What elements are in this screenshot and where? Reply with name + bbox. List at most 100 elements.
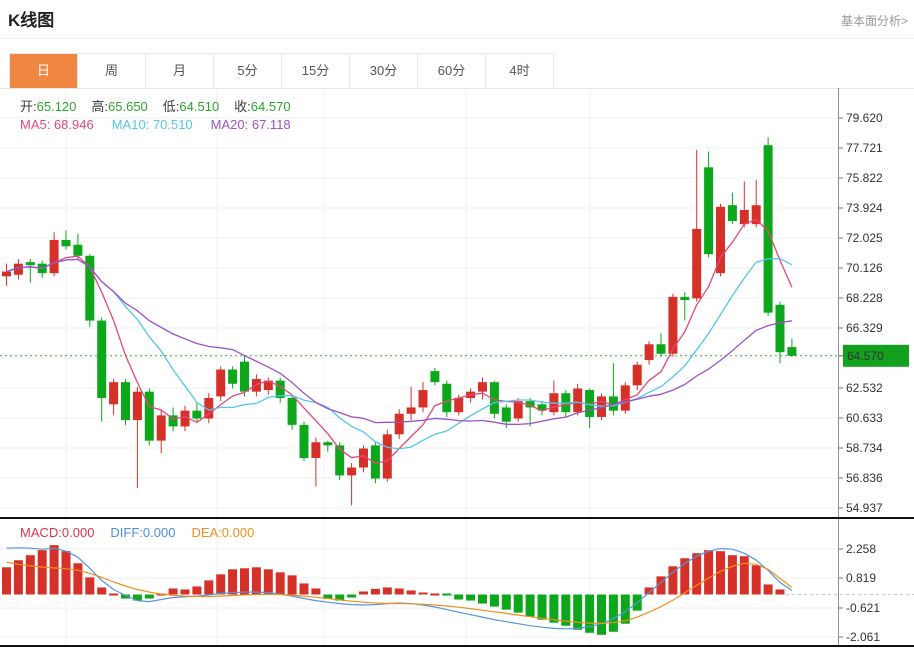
- macd-bar: [692, 553, 702, 595]
- tab-60min[interactable]: 60分: [418, 54, 486, 88]
- candle-body: [525, 401, 535, 408]
- macd-axis-label: 0.819: [846, 571, 876, 585]
- macd-axis-label: 2.258: [846, 542, 876, 556]
- macd-bar: [704, 550, 714, 595]
- macd-bar: [382, 587, 392, 595]
- candle-body: [335, 445, 345, 476]
- low-label: 低:: [162, 99, 180, 114]
- y-axis-label: 62.532: [846, 381, 883, 395]
- tab-day[interactable]: 日: [10, 54, 78, 88]
- candle-body: [275, 380, 285, 398]
- macd-bar: [394, 588, 404, 595]
- macd-bar: [466, 594, 476, 601]
- candle-body: [763, 145, 773, 313]
- candle-body: [382, 434, 392, 479]
- candle-body: [668, 296, 678, 354]
- tab-5min[interactable]: 5分: [214, 54, 282, 88]
- candle-body: [370, 445, 380, 479]
- candle-body: [430, 371, 440, 383]
- macd-bar: [251, 567, 261, 595]
- candle-body: [109, 382, 119, 405]
- macd-bar: [680, 558, 690, 595]
- low-value: 64.510: [179, 99, 220, 114]
- macd-bar: [25, 555, 35, 595]
- candle-body: [489, 382, 499, 414]
- macd-bar: [763, 584, 773, 595]
- candle-body: [442, 383, 452, 413]
- tab-month[interactable]: 月: [146, 54, 214, 88]
- tab-week[interactable]: 周: [78, 54, 146, 88]
- macd-bar: [608, 594, 618, 632]
- candle-body: [299, 424, 309, 459]
- ma20-line: [6, 258, 793, 426]
- high-label: 高:: [91, 99, 109, 114]
- macd-bar: [430, 593, 440, 596]
- candle-body: [359, 448, 368, 468]
- y-axis-label: 79.620: [846, 111, 883, 125]
- tab-30min[interactable]: 30分: [350, 54, 418, 88]
- candle-body: [775, 304, 785, 353]
- high-value: 65.650: [108, 99, 148, 114]
- macd-bar: [549, 594, 559, 623]
- macd-bar: [228, 569, 238, 595]
- candle-body: [739, 209, 749, 225]
- macd-bar: [2, 567, 11, 595]
- candle-body: [573, 388, 583, 413]
- candle-body: [656, 344, 666, 354]
- macd-bar: [192, 586, 202, 595]
- fundamental-analysis-link[interactable]: 基本面分析>: [840, 14, 908, 28]
- tab-15min[interactable]: 15分: [282, 54, 350, 88]
- macd-bar: [739, 556, 749, 595]
- macd-bar: [656, 576, 666, 595]
- macd-bar: [240, 568, 249, 595]
- macd-bar: [478, 594, 487, 604]
- y-axis-label: 66.329: [846, 321, 883, 335]
- macd-bar: [513, 594, 523, 613]
- macd-bar: [716, 551, 725, 595]
- macd-value: MACD:0.000: [20, 525, 95, 540]
- macd-bar: [216, 574, 226, 595]
- candle-body: [394, 413, 404, 435]
- ma10-line: [6, 258, 793, 450]
- macd-bar: [418, 592, 428, 595]
- candle-body: [680, 296, 690, 301]
- candle-body: [25, 262, 35, 266]
- candle-body: [716, 206, 725, 274]
- candle-body: [418, 390, 428, 408]
- candle-body: [73, 244, 83, 256]
- macd-bar: [561, 594, 571, 626]
- macd-bar: [501, 594, 511, 610]
- macd-bar: [61, 551, 71, 595]
- dea-value: DEA:0.000: [191, 525, 255, 540]
- macd-bar: [727, 555, 737, 595]
- candle-body: [287, 397, 297, 425]
- candle-body: [216, 369, 226, 397]
- macd-bar: [454, 594, 464, 600]
- candle-body: [263, 380, 273, 391]
- candle-body: [228, 369, 238, 384]
- macd-legend: MACD:0.000 DIFF:0.000 DEA:0.000: [20, 525, 254, 540]
- tab-4hour[interactable]: 4时: [486, 54, 553, 88]
- macd-bar: [335, 594, 345, 601]
- candle-body: [204, 397, 214, 419]
- candle-body: [2, 271, 11, 277]
- macd-bar: [597, 594, 606, 635]
- macd-bar: [489, 594, 499, 607]
- macd-bar: [370, 588, 380, 595]
- candle-body: [727, 205, 737, 222]
- macd-bar: [311, 588, 321, 595]
- ma5-legend: MA5: 68.946: [20, 117, 94, 132]
- close-label: 收:: [234, 99, 251, 114]
- macd-bar: [132, 594, 142, 601]
- y-axis-label: 68.228: [846, 291, 883, 305]
- candle-body: [478, 382, 487, 392]
- candle-body: [585, 390, 595, 417]
- macd-bar: [37, 550, 47, 595]
- macd-bar: [525, 594, 535, 617]
- macd-bar: [347, 594, 357, 598]
- candle-body: [620, 385, 630, 411]
- macd-bar: [144, 594, 154, 599]
- open-value: 65.120: [36, 99, 77, 114]
